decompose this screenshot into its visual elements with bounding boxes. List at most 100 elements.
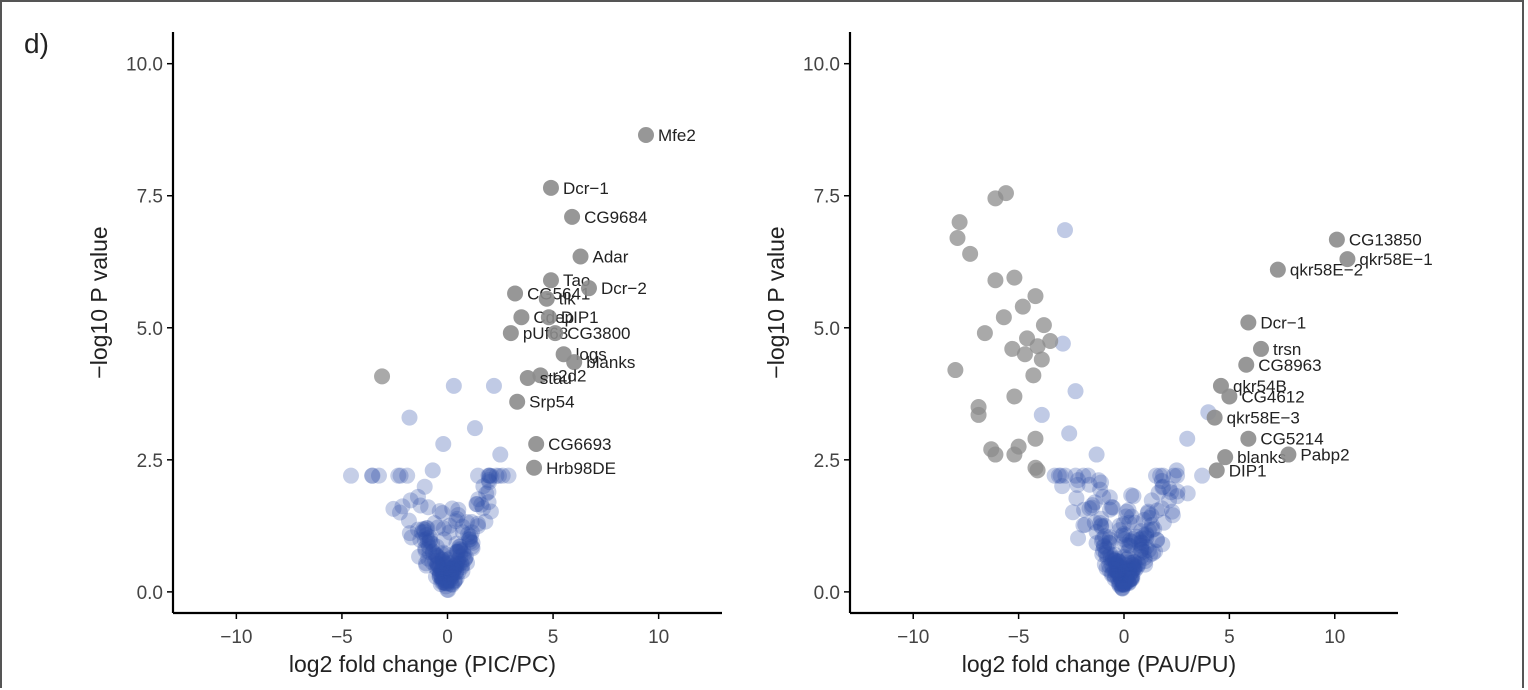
data-point xyxy=(1117,536,1134,553)
y-tick-label: 5.0 xyxy=(814,319,840,340)
data-point xyxy=(1126,558,1143,575)
data-point xyxy=(1106,546,1123,563)
data-point xyxy=(1107,557,1124,574)
data-point xyxy=(451,555,468,572)
labeled-point xyxy=(519,369,536,386)
data-point xyxy=(439,575,456,592)
data-point xyxy=(454,563,471,580)
data-point xyxy=(1133,534,1150,551)
data-point xyxy=(1138,525,1155,542)
data-point xyxy=(430,549,447,566)
significant-point xyxy=(1035,317,1052,334)
significant-point xyxy=(951,214,968,231)
data-point xyxy=(1057,467,1074,484)
point-label: DIP1 xyxy=(1229,461,1267,480)
data-point xyxy=(1111,553,1128,570)
labeled-point xyxy=(502,325,519,342)
data-point xyxy=(1067,467,1084,484)
data-point xyxy=(464,534,481,551)
data-point xyxy=(439,559,456,576)
data-point xyxy=(1123,508,1140,525)
data-point xyxy=(1133,537,1150,554)
data-point xyxy=(1108,550,1125,567)
data-point xyxy=(1103,556,1120,573)
data-point xyxy=(481,467,498,484)
data-point xyxy=(1093,510,1110,527)
data-point xyxy=(435,574,452,591)
data-point xyxy=(1077,516,1094,533)
labeled-point xyxy=(526,459,543,476)
point-label: qkr58E−1 xyxy=(1359,250,1432,269)
data-point xyxy=(1161,492,1178,509)
data-point xyxy=(448,570,465,587)
data-point xyxy=(457,550,474,567)
data-point xyxy=(469,496,486,513)
labeled-point xyxy=(1240,430,1257,447)
data-point xyxy=(1113,573,1130,590)
x-tick-label: −10 xyxy=(897,627,929,648)
data-point xyxy=(457,548,474,565)
data-point xyxy=(1093,474,1110,491)
data-point xyxy=(434,571,451,588)
labeled-point xyxy=(572,248,589,265)
data-point xyxy=(1164,503,1181,520)
significant-point xyxy=(970,406,987,423)
data-point xyxy=(1084,497,1101,514)
data-point xyxy=(1146,521,1163,538)
point-label: CG3800 xyxy=(567,324,630,343)
data-point xyxy=(1069,476,1086,493)
data-point xyxy=(1105,499,1122,516)
data-point xyxy=(1098,540,1115,557)
y-tick-label: 0.0 xyxy=(137,583,163,604)
chart-panel-2: −10 −5 0 5 10 0.0 2.5 5.0 7.5 10.0 log2 fold chang… xyxy=(763,32,1433,677)
data-point xyxy=(444,576,461,593)
data-point xyxy=(1141,509,1158,526)
data-point xyxy=(1116,531,1133,548)
data-point xyxy=(1086,494,1103,511)
data-point xyxy=(420,499,437,516)
data-point xyxy=(1149,502,1166,519)
labeled-point xyxy=(547,325,564,342)
data-point xyxy=(441,517,458,534)
data-point xyxy=(1112,570,1129,587)
data-point xyxy=(434,551,451,568)
x-tick-label: 0 xyxy=(442,627,453,648)
data-point xyxy=(419,520,436,537)
data-point xyxy=(409,488,426,505)
data-point xyxy=(447,564,464,581)
data-point xyxy=(1118,567,1135,584)
data-point xyxy=(1179,430,1196,447)
data-point xyxy=(411,548,428,565)
data-point xyxy=(451,538,468,555)
data-point xyxy=(1125,560,1142,577)
data-point xyxy=(1138,530,1155,547)
data-point xyxy=(1107,555,1124,572)
data-point xyxy=(461,531,478,548)
data-point xyxy=(463,538,480,555)
data-point xyxy=(461,531,478,548)
data-point xyxy=(1101,535,1118,552)
data-point xyxy=(1068,490,1085,507)
data-point xyxy=(1125,530,1142,547)
data-point xyxy=(1153,472,1170,489)
labeled-point xyxy=(580,280,597,297)
data-point xyxy=(434,505,451,522)
data-point xyxy=(1106,568,1123,585)
data-point xyxy=(455,542,472,559)
labeled-point xyxy=(637,126,654,143)
data-point xyxy=(428,547,445,564)
data-point xyxy=(480,494,497,511)
data-point xyxy=(418,557,435,574)
data-point xyxy=(494,467,511,484)
data-point xyxy=(462,533,479,550)
significant-point xyxy=(1010,438,1027,455)
data-point xyxy=(1140,503,1157,520)
data-point xyxy=(1114,580,1131,597)
data-point xyxy=(488,467,505,484)
x-tick-label: −5 xyxy=(331,627,353,648)
data-point xyxy=(1088,446,1105,463)
panel-label: d) xyxy=(24,28,49,59)
significant-point xyxy=(1029,462,1046,479)
data-point xyxy=(1112,567,1129,584)
data-point xyxy=(1097,528,1114,545)
